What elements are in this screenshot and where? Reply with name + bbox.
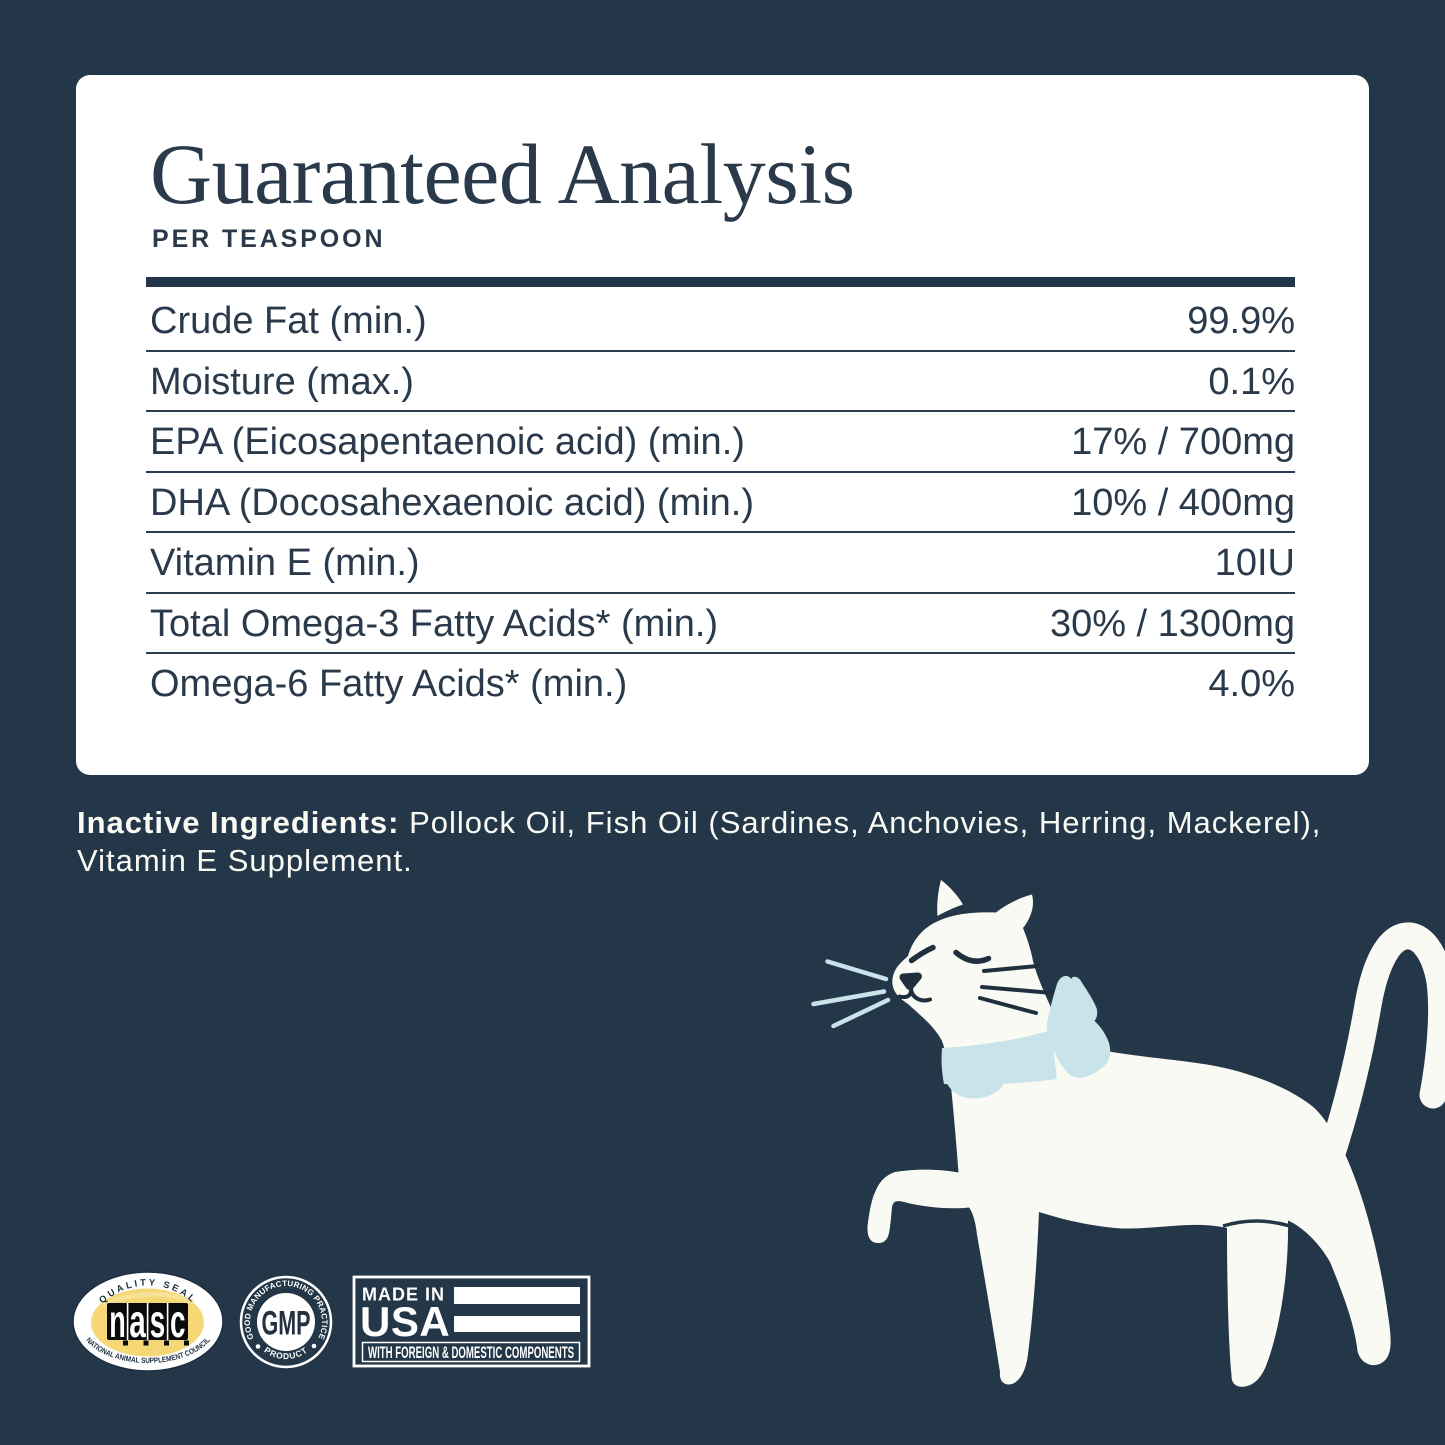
svg-text:a: a — [129, 1295, 146, 1347]
svg-text:USA: USA — [360, 1298, 450, 1345]
svg-text:GMP: GMP — [262, 1304, 311, 1342]
svg-text:MADE IN: MADE IN — [362, 1285, 445, 1305]
svg-text:WITH FOREIGN & DOMESTIC COMPON: WITH FOREIGN & DOMESTIC COMPONENTS — [368, 1344, 574, 1362]
svg-text:n: n — [109, 1295, 126, 1347]
svg-text:PRODUCT: PRODUCT — [262, 1345, 309, 1361]
svg-text:s: s — [150, 1295, 166, 1347]
svg-text:c: c — [170, 1295, 186, 1347]
